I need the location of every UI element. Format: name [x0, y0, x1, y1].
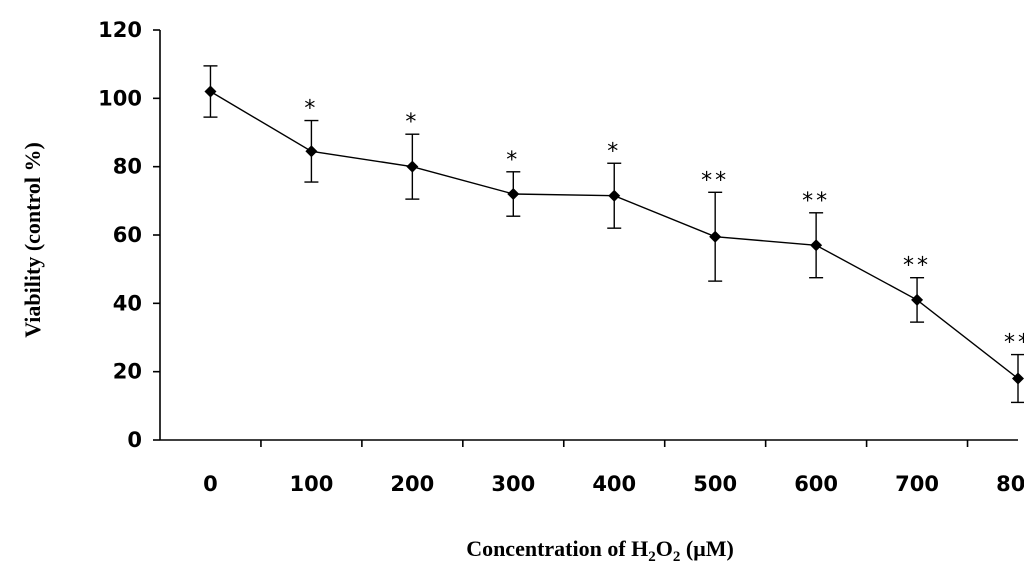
x-tick-label: 700	[895, 472, 939, 496]
y-axis: 0 20 40 60 80 100 120	[98, 18, 161, 452]
data-point	[204, 85, 217, 98]
data-point	[305, 145, 318, 158]
y-tick-label: 0	[127, 428, 142, 452]
data-point	[406, 160, 419, 173]
y-tick-label: 120	[98, 18, 142, 42]
series-line	[210, 90, 1019, 380]
y-tick-label: 100	[98, 86, 142, 110]
significance-label: *	[506, 148, 520, 173]
significance-label: **	[903, 254, 931, 279]
x-tick-label: 400	[592, 472, 636, 496]
significance-label: **	[802, 189, 830, 214]
x-tick-label: 800	[996, 472, 1024, 496]
significance-label: *	[607, 139, 621, 164]
data-point	[810, 239, 823, 252]
significance-label: *	[405, 110, 419, 135]
data-point	[911, 293, 924, 306]
y-tick-label: 60	[113, 223, 142, 247]
series-viability: ************	[203, 65, 1024, 404]
x-axis-title: Concentration of H2O2 (μM)	[466, 536, 734, 565]
data-point	[1012, 372, 1024, 385]
x-tick-label: 600	[794, 472, 838, 496]
data-point	[608, 189, 621, 202]
y-axis-title: Viability (control %)	[20, 142, 45, 338]
y-tick-label: 40	[113, 291, 142, 315]
x-tick-label: 100	[289, 472, 333, 496]
data-point	[507, 188, 520, 200]
x-tick-label: 500	[693, 472, 737, 496]
significance-label: **	[1004, 331, 1024, 356]
x-axis: 0 100 200 300 400 500 600 700 800	[160, 439, 1024, 496]
x-tick-label: 0	[203, 472, 218, 496]
y-tick-label: 20	[113, 360, 142, 384]
x-tick-label: 200	[390, 472, 434, 496]
significance-label: **	[701, 168, 729, 193]
significance-label: *	[304, 97, 318, 122]
data-point	[709, 230, 722, 243]
x-tick-label: 300	[491, 472, 535, 496]
y-tick-label: 80	[113, 155, 142, 179]
